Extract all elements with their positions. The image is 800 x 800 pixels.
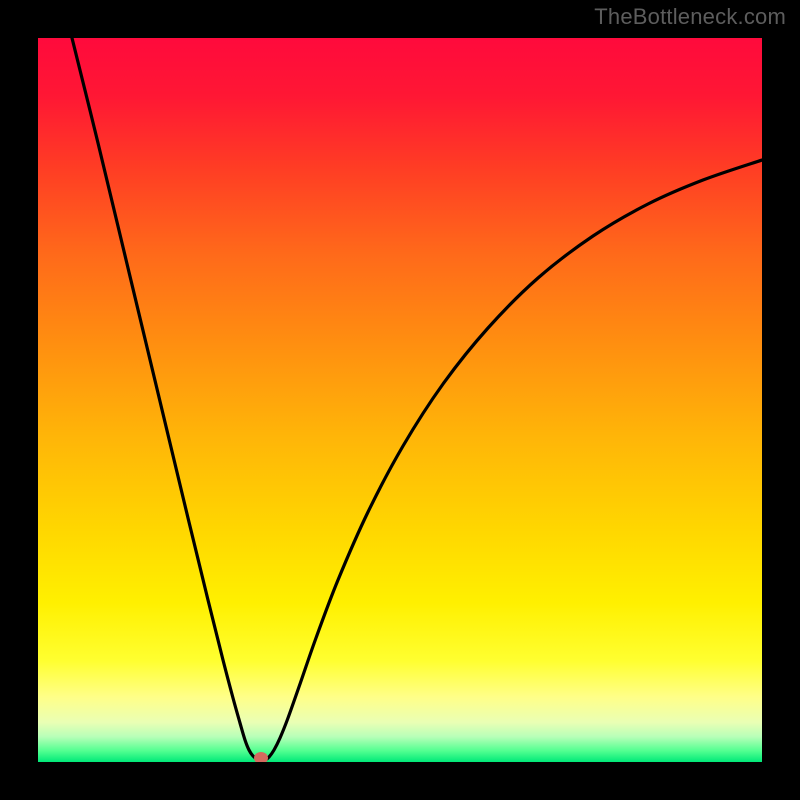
- watermark-text: TheBottleneck.com: [594, 4, 786, 30]
- chart-svg: [38, 38, 762, 762]
- plot-area: [38, 38, 762, 762]
- gradient-background: [38, 38, 762, 762]
- chart-frame: TheBottleneck.com: [0, 0, 800, 800]
